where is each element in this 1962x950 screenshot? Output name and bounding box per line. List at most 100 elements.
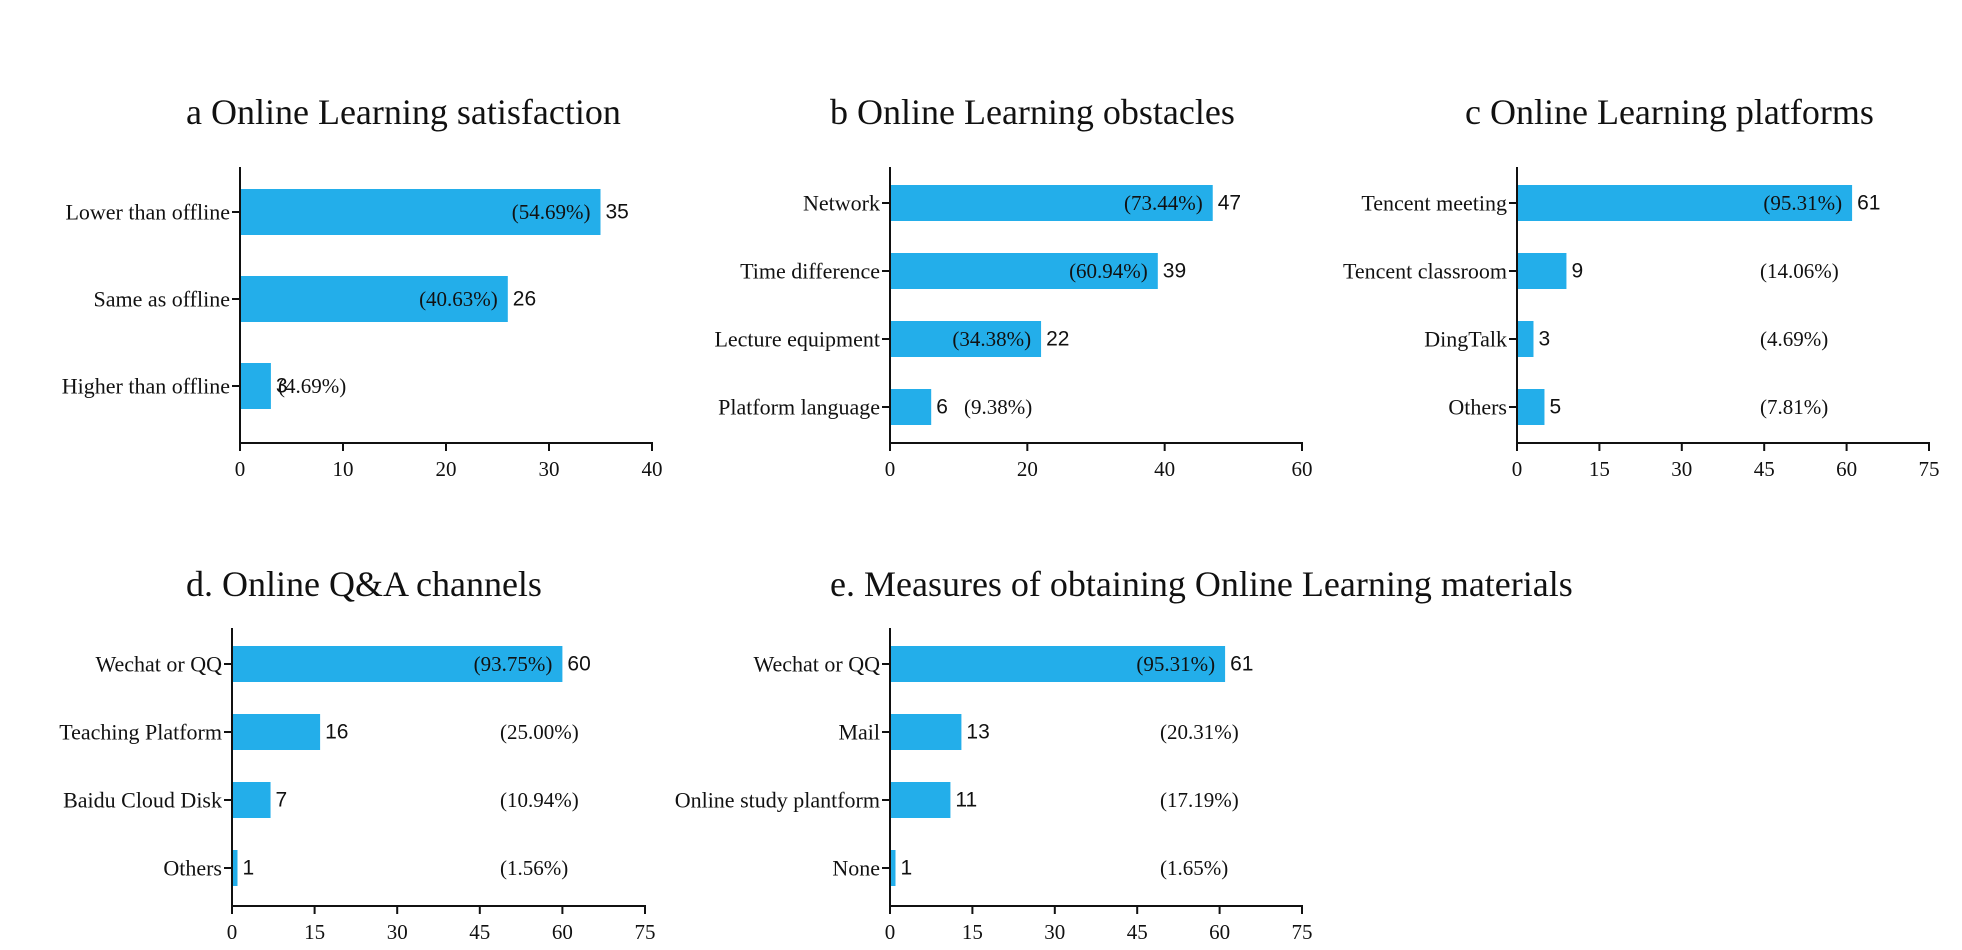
- percent-label: (14.06%): [1760, 259, 1839, 283]
- x-tick-label: 75: [635, 920, 656, 944]
- bar: [891, 253, 1158, 289]
- percent-label: (93.75%): [474, 652, 553, 676]
- bar: [1518, 253, 1567, 289]
- percent-label: (54.69%): [512, 200, 591, 224]
- bar: [233, 782, 271, 818]
- panel-e-title: e. Measures of obtaining Online Learning…: [830, 564, 1573, 604]
- bar: [241, 276, 508, 322]
- x-tick-label: 40: [642, 457, 663, 481]
- category-label: Higher than offline: [62, 374, 230, 399]
- bar: [233, 714, 321, 750]
- bar: [891, 389, 932, 425]
- panel-b-title: b Online Learning obstacles: [830, 92, 1235, 132]
- value-label: 39: [1163, 260, 1186, 283]
- value-label: 3: [276, 375, 288, 398]
- bar: [891, 185, 1213, 221]
- value-label: 6: [936, 396, 948, 419]
- bar: [233, 850, 238, 886]
- percent-label: (25.00%): [500, 720, 579, 744]
- bar: [891, 850, 896, 886]
- category-label: Lower than offline: [65, 200, 230, 225]
- percent-label: (7.81%): [1760, 395, 1828, 419]
- category-label: Mail: [838, 720, 880, 745]
- bar: [1518, 389, 1545, 425]
- percent-label: (17.19%): [1160, 788, 1239, 812]
- category-label: Platform language: [718, 395, 880, 420]
- bar: [1518, 185, 1853, 221]
- x-tick-label: 0: [885, 457, 896, 481]
- x-tick-label: 20: [1017, 457, 1038, 481]
- category-label: Online study plantform: [675, 788, 880, 813]
- percent-label: (1.56%): [500, 856, 568, 880]
- percent-label: (60.94%): [1069, 259, 1148, 283]
- x-tick-label: 30: [1671, 457, 1692, 481]
- category-label: Tencent meeting: [1361, 191, 1507, 216]
- value-label: 35: [606, 201, 629, 224]
- x-tick-label: 20: [436, 457, 457, 481]
- value-label: 1: [900, 857, 912, 880]
- value-label: 47: [1218, 192, 1241, 215]
- bar: [1518, 321, 1534, 357]
- panel-b: b Online Learning obstacles 0 20 40 60 Netwo…: [714, 92, 1312, 481]
- x-tick-label: 15: [304, 920, 325, 944]
- panel-a: a Online Learning satisfaction 0 10 20 30 40…: [62, 92, 663, 481]
- value-label: 1: [243, 857, 255, 880]
- percent-label: (10.94%): [500, 788, 579, 812]
- category-label: Same as offline: [94, 287, 230, 312]
- value-label: 60: [567, 653, 590, 676]
- value-label: 61: [1857, 192, 1880, 215]
- category-label: None: [832, 856, 880, 881]
- percent-label: (34.38%): [952, 327, 1031, 351]
- x-tick-label: 30: [1044, 920, 1065, 944]
- percent-label: (95.31%): [1136, 652, 1215, 676]
- category-label: Network: [803, 191, 880, 216]
- value-label: 61: [1230, 653, 1253, 676]
- category-label: Teaching Platform: [59, 720, 222, 745]
- percent-label: (95.31%): [1763, 191, 1842, 215]
- category-label: Lecture equipment: [714, 327, 880, 352]
- category-label: Tencent classroom: [1343, 259, 1507, 284]
- percent-label: (1.65%): [1160, 856, 1228, 880]
- x-tick-label: 0: [227, 920, 238, 944]
- x-tick-label: 40: [1154, 457, 1175, 481]
- bar: [891, 782, 951, 818]
- percent-label: (9.38%): [964, 395, 1032, 419]
- value-label: 16: [325, 721, 348, 744]
- bar: [241, 363, 271, 409]
- value-label: 3: [1538, 328, 1550, 351]
- panel-d: d. Online Q&A channels 0 15 30 45 60 75 Wechat…: [59, 564, 655, 944]
- category-label: Wechat or QQ: [95, 652, 222, 677]
- percent-label: (4.69%): [278, 374, 346, 398]
- x-tick-label: 60: [552, 920, 573, 944]
- x-tick-label: 60: [1836, 457, 1857, 481]
- panel-e: e. Measures of obtaining Online Learning…: [675, 564, 1573, 944]
- x-tick-label: 0: [235, 457, 246, 481]
- percent-label: (4.69%): [1760, 327, 1828, 351]
- value-label: 11: [955, 789, 977, 812]
- x-tick-label: 45: [1754, 457, 1775, 481]
- panel-c-title: c Online Learning platforms: [1465, 92, 1874, 132]
- value-label: 7: [276, 789, 288, 812]
- bar: [233, 646, 563, 682]
- bar: [891, 646, 1226, 682]
- value-label: 26: [513, 288, 536, 311]
- x-tick-label: 45: [1127, 920, 1148, 944]
- x-tick-label: 30: [387, 920, 408, 944]
- category-label: Baidu Cloud Disk: [63, 788, 222, 813]
- bar: [891, 321, 1042, 357]
- category-label: Others: [1448, 395, 1507, 420]
- value-label: 13: [966, 721, 989, 744]
- category-label: Others: [163, 856, 222, 881]
- panel-c: c Online Learning platforms 0 15 30 45 60 75 T…: [1343, 92, 1940, 481]
- x-tick-label: 15: [1589, 457, 1610, 481]
- value-label: 5: [1549, 396, 1561, 419]
- x-tick-label: 10: [333, 457, 354, 481]
- panel-d-title: d. Online Q&A channels: [186, 564, 542, 604]
- panel-a-title: a Online Learning satisfaction: [186, 92, 621, 132]
- category-label: DingTalk: [1424, 327, 1507, 352]
- bar: [891, 714, 962, 750]
- category-label: Wechat or QQ: [753, 652, 880, 677]
- x-tick-label: 60: [1292, 457, 1313, 481]
- x-tick-label: 0: [1512, 457, 1523, 481]
